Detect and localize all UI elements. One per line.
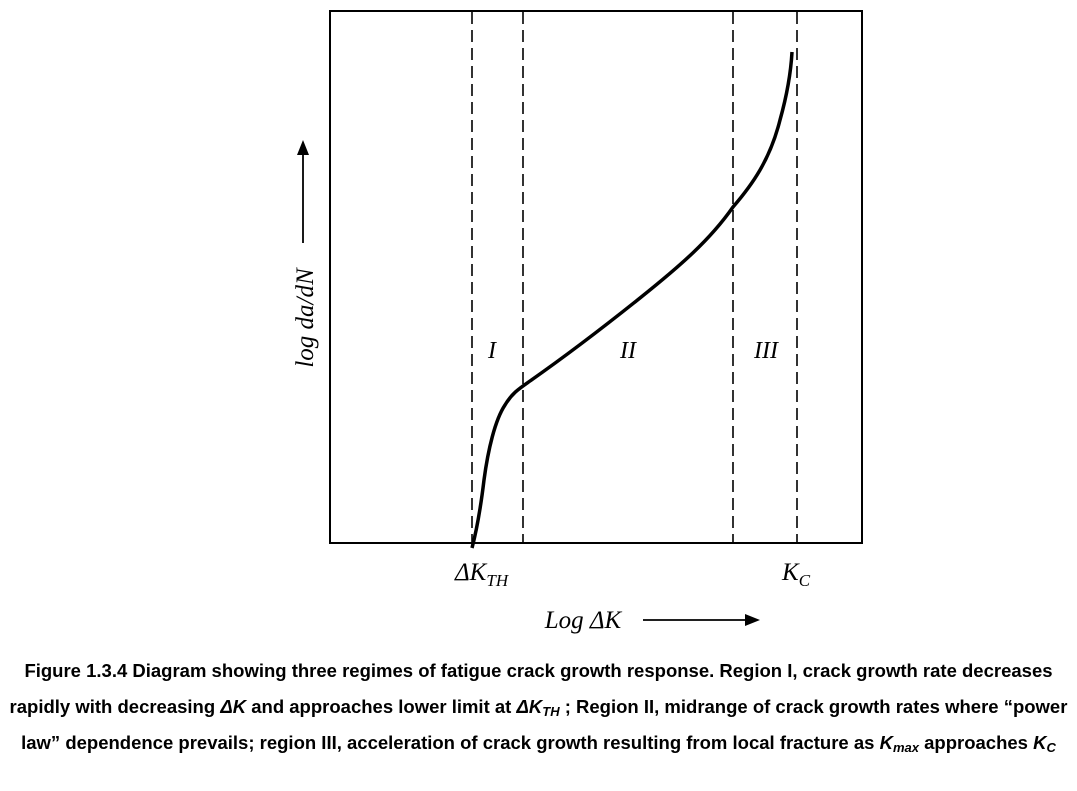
region-label: III (753, 338, 779, 364)
caption-text: ; Region II, midrange of crack growth ra… (21, 696, 1068, 753)
marker-sub: C (799, 571, 811, 590)
x-axis-label: Log ΔK (544, 607, 623, 634)
caption-subscript: C (1046, 740, 1056, 755)
x-arrowhead (745, 614, 760, 626)
caption-text: Figure 1.3.4 Diagram showing three regim… (9, 660, 1053, 717)
caption-subscript: max (892, 740, 919, 755)
marker-main: K (781, 559, 800, 586)
y-axis-label: log da/dN (292, 267, 319, 368)
region-dividers (471, 12, 798, 543)
caption-subscript: TH (542, 704, 560, 719)
marker-threshold: ΔKTH (454, 559, 510, 590)
caption-symbol: ΔK (516, 696, 543, 717)
frame (329, 10, 863, 544)
caption-symbol: ΔK (220, 696, 247, 717)
caption-text: approaches (918, 732, 1034, 753)
caption-symbol: K (1033, 732, 1047, 753)
region-label: II (619, 338, 637, 364)
diagram: I II III log da/dN Log ΔK ΔKTH KC (292, 10, 863, 634)
marker-main: ΔK (454, 559, 488, 586)
marker-critical: KC (781, 559, 811, 590)
y-arrowhead (297, 140, 309, 155)
caption-text: and approaches lower limit at (246, 696, 517, 717)
marker-sub: TH (486, 571, 509, 590)
crack-growth-curve (470, 51, 794, 549)
caption: Figure 1.3.4 Diagram showing three regim… (0, 653, 1077, 761)
region-label: I (487, 338, 497, 364)
caption-symbol: K (879, 732, 893, 753)
